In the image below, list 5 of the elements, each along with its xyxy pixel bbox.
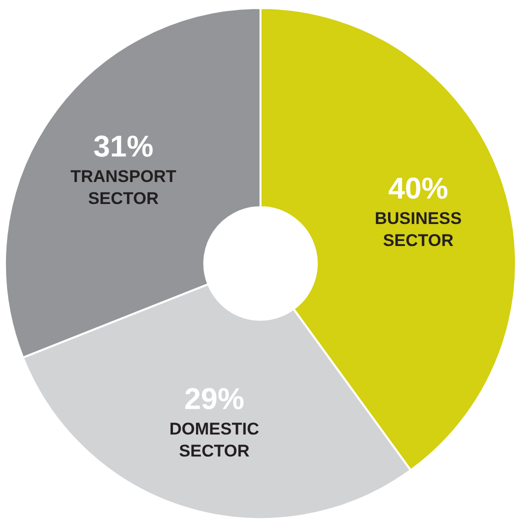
data-label: 31% <box>93 130 154 164</box>
slice-label: BUSINESS SECTOR <box>374 208 462 250</box>
data-label: 40% <box>388 172 448 206</box>
slice-label: TRANSPORT SECTOR <box>70 166 177 208</box>
slice-label: DOMESTIC SECTOR <box>169 419 260 460</box>
